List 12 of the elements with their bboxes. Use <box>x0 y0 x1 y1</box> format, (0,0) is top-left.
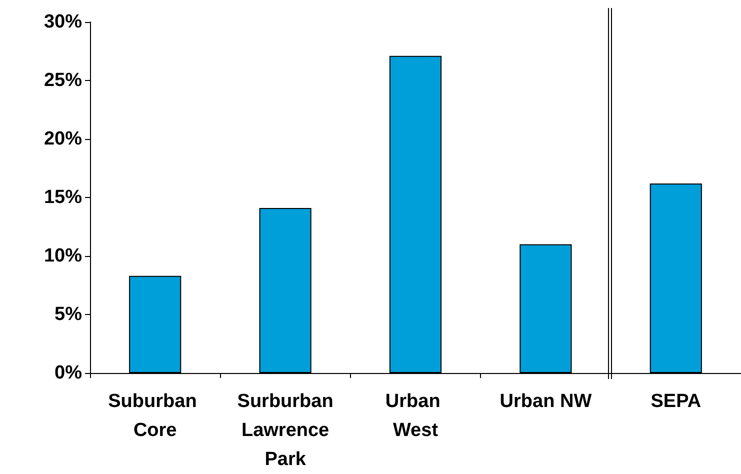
x-tick-label: Urban West <box>385 391 446 441</box>
y-tick-label: 10% <box>44 246 82 266</box>
y-tick-label: 25% <box>44 70 82 91</box>
y-tick-label: 20% <box>44 128 82 150</box>
y-tick-label: 0% <box>54 362 82 384</box>
x-tick-label: Suburban Core <box>108 391 202 441</box>
y-tick-label: 5% <box>54 304 82 325</box>
x-tick-label: SEPA <box>650 391 702 412</box>
x-tick-label: Urban NW <box>500 391 592 412</box>
y-tick-label: 15% <box>44 187 82 208</box>
y-tick-label: 30% <box>44 12 82 32</box>
x-tick-label: Surburban Lawrence Park <box>236 391 334 470</box>
